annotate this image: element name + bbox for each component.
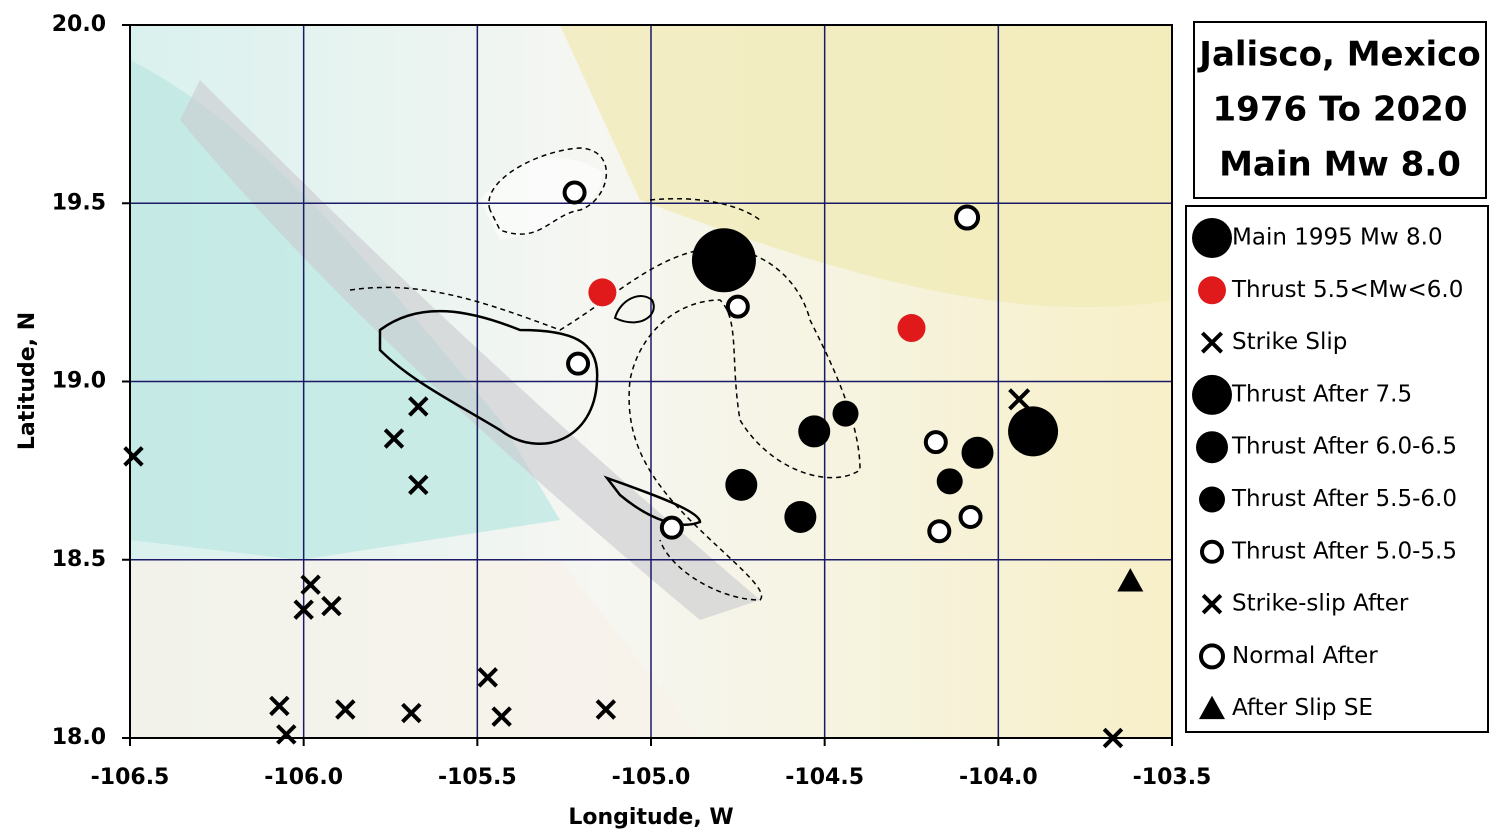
chart-title: 1976 To 2020 <box>1213 90 1468 130</box>
legend-label: Thrust After 6.0-6.5 <box>1231 434 1457 460</box>
point <box>898 314 926 342</box>
point <box>937 468 963 494</box>
chart-title: Main Mw 8.0 <box>1219 145 1461 185</box>
legend-marker <box>1199 487 1225 513</box>
point <box>588 278 616 306</box>
legend-label: Normal After <box>1232 643 1378 669</box>
point <box>692 228 756 292</box>
x-tick-label: -105.0 <box>612 765 691 790</box>
legend-label: After Slip SE <box>1232 695 1373 721</box>
legend-label: Thrust After 7.5 <box>1231 381 1412 407</box>
point <box>926 432 946 452</box>
x-tick-label: -104.5 <box>785 765 864 790</box>
legend-label: Thrust 5.5<Mw<6.0 <box>1231 277 1463 303</box>
legend-marker <box>1202 542 1222 562</box>
x-axis-label: Longitude, W <box>568 805 733 830</box>
point <box>784 501 816 533</box>
legend-marker <box>1198 276 1226 304</box>
y-axis-label: Latitude, N <box>15 312 40 450</box>
point <box>961 507 981 527</box>
point <box>728 297 748 317</box>
point <box>833 401 859 427</box>
point <box>1008 406 1058 456</box>
y-tick-label: 19.5 <box>52 190 106 215</box>
legend-label: Strike Slip <box>1232 329 1347 355</box>
y-tick-label: 18.0 <box>52 725 106 750</box>
point <box>798 415 830 447</box>
legend-label: Thrust After 5.5-6.0 <box>1231 486 1457 512</box>
chart-title: Jalisco, Mexico <box>1197 35 1480 75</box>
point <box>662 518 682 538</box>
legend-label: Thrust After 5.0-5.5 <box>1231 538 1457 564</box>
x-tick-label: -106.0 <box>264 765 343 790</box>
point <box>725 469 757 501</box>
y-tick-label: 19.0 <box>52 369 106 394</box>
x-tick-label: -105.5 <box>438 765 517 790</box>
point <box>568 354 588 374</box>
x-tick-label: -103.5 <box>1133 765 1212 790</box>
legend-label: Strike-slip After <box>1232 591 1409 617</box>
legend-marker <box>1192 375 1232 415</box>
legend-marker <box>1201 645 1223 667</box>
legend-marker <box>1192 218 1232 258</box>
legend-label: Main 1995 Mw 8.0 <box>1232 225 1443 251</box>
y-tick-label: 18.5 <box>52 547 106 572</box>
point <box>956 207 978 229</box>
y-tick-label: 20.0 <box>52 12 106 37</box>
point <box>565 183 585 203</box>
x-tick-label: -106.5 <box>91 765 170 790</box>
chart: Longitude, W Latitude, N -106.5 -106.0 -10… <box>0 0 1497 834</box>
point <box>929 521 949 541</box>
point <box>961 437 993 469</box>
x-tick-label: -104.0 <box>959 765 1038 790</box>
legend-marker <box>1196 431 1228 463</box>
